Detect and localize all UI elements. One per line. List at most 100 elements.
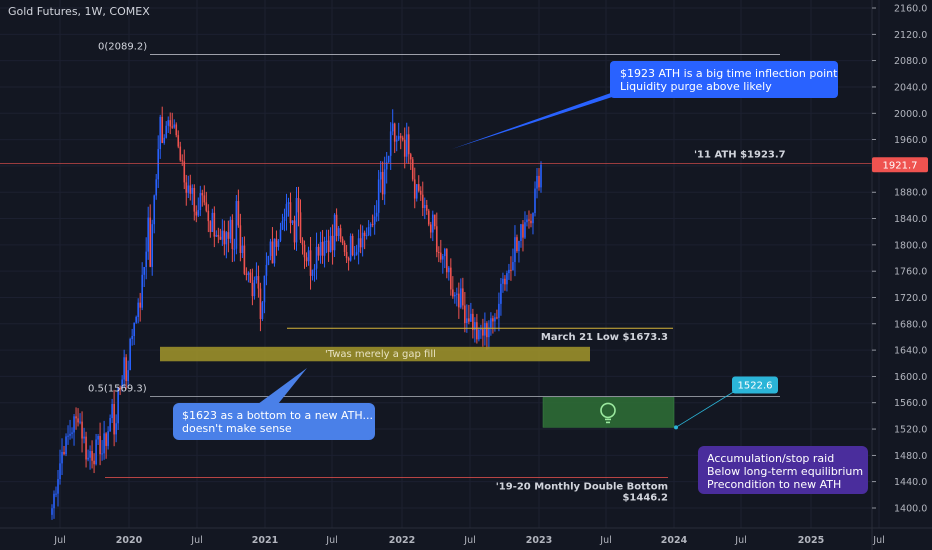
candle-body <box>247 272 250 275</box>
candle-body <box>291 220 294 224</box>
callout-bottom-doubt[interactable]: $1623 as a bottom to a new ATH... doesn'… <box>173 403 375 440</box>
candle-body <box>387 155 390 163</box>
candle-body <box>177 135 180 147</box>
gap-fill-zone[interactable] <box>160 346 590 362</box>
time-tick-label: Jul <box>325 535 337 546</box>
double-bottom-price: $1446.2 <box>622 493 668 504</box>
time-tick-label: Jul <box>53 535 65 546</box>
candle-body <box>425 205 428 211</box>
candle-body <box>159 116 162 150</box>
candle-body <box>125 357 127 382</box>
candle-body <box>482 329 484 336</box>
candle-body <box>315 246 318 269</box>
candle-body <box>225 232 228 245</box>
march-low-label: March 21 Low $1673.3 <box>541 332 668 343</box>
candle-body <box>468 318 470 322</box>
candle-body <box>119 387 121 389</box>
price-tick-label: 1480.0 <box>894 451 927 462</box>
candle-body <box>175 124 178 136</box>
candle-body <box>79 421 81 423</box>
candle-body <box>407 134 410 155</box>
candle-body <box>197 209 200 216</box>
candle-body <box>267 255 270 265</box>
candle-body <box>137 302 139 318</box>
candle-body <box>245 273 248 275</box>
candles-layer <box>51 106 542 520</box>
candle-body <box>271 241 274 264</box>
candle-body <box>135 317 137 323</box>
time-axis[interactable]: Jul 2020 Jul 2021 Jul 2022 Jul 2023 Jul 2024 Jul 20… <box>0 527 932 546</box>
price-tick-label: 2160.0 <box>894 4 927 15</box>
candle-body <box>540 164 542 188</box>
candle-body <box>327 240 330 252</box>
candle-body <box>203 195 206 203</box>
candle-body <box>269 241 272 256</box>
price-tick-label: 1960.0 <box>894 135 927 146</box>
candle-body <box>345 252 348 259</box>
candle-body <box>259 288 262 319</box>
candle-body <box>233 248 236 250</box>
candle-body <box>470 313 472 322</box>
candle-body <box>385 162 388 170</box>
candle-body <box>411 159 414 180</box>
price-tick-label: 2040.0 <box>894 82 927 93</box>
candle-body <box>237 201 240 226</box>
candle-body <box>251 282 254 297</box>
candle-body <box>77 418 79 423</box>
candle-body <box>321 241 324 256</box>
candle-body <box>179 146 182 161</box>
candle-body <box>133 322 135 336</box>
price-tick-label: 1760.0 <box>894 267 927 278</box>
candle-body <box>365 235 368 237</box>
callout-inflection[interactable]: $1923 ATH is a big time inflection point… <box>610 61 838 98</box>
candle-body <box>67 435 69 437</box>
candle-body <box>65 436 67 455</box>
candle-body <box>161 116 164 143</box>
candle-body <box>53 493 55 509</box>
candle-body <box>323 241 326 256</box>
candle-body <box>235 201 238 249</box>
candle-body <box>219 236 222 240</box>
candle-body <box>498 303 500 318</box>
candle-body <box>87 457 89 460</box>
candle-body <box>275 238 278 247</box>
candle-body <box>265 264 268 276</box>
candle-body <box>285 203 288 217</box>
candle-body <box>129 339 131 371</box>
candle-body <box>389 131 392 156</box>
candle-body <box>75 416 77 419</box>
candle-body <box>522 224 524 238</box>
price-tick-label: 1520.0 <box>894 425 927 436</box>
callout-bottom-doubt-line1: $1623 as a bottom to a new ATH... <box>182 409 373 422</box>
callout-accumulation[interactable]: Accumulation/stop raid Below long-term e… <box>698 446 868 494</box>
target-price-tag[interactable]: 1522.6 <box>732 376 778 394</box>
candle-body <box>520 224 522 241</box>
candle-body <box>405 134 408 157</box>
candle-body <box>484 323 486 336</box>
candle-body <box>215 234 218 237</box>
candle-body <box>61 451 63 464</box>
candle-body <box>305 257 308 262</box>
candle-body <box>504 278 506 285</box>
candle-body <box>241 245 244 254</box>
candle-body <box>169 120 172 127</box>
candle-body <box>283 216 286 221</box>
candle-body <box>393 123 396 142</box>
candle-body <box>417 184 420 191</box>
candle-body <box>151 224 154 267</box>
candle-body <box>185 182 188 193</box>
time-tick-label: 2020 <box>116 535 143 546</box>
candle-body <box>375 212 378 217</box>
candle-body <box>59 463 61 480</box>
callout-accumulation-line1: Accumulation/stop raid <box>707 452 834 465</box>
candle-body <box>427 210 430 225</box>
candle-body <box>147 217 149 252</box>
candle-body <box>239 225 242 254</box>
candle-body <box>163 137 166 143</box>
candle-body <box>69 433 71 436</box>
candle-body <box>83 436 85 439</box>
candle-body <box>249 272 252 283</box>
candle-body <box>452 289 454 297</box>
